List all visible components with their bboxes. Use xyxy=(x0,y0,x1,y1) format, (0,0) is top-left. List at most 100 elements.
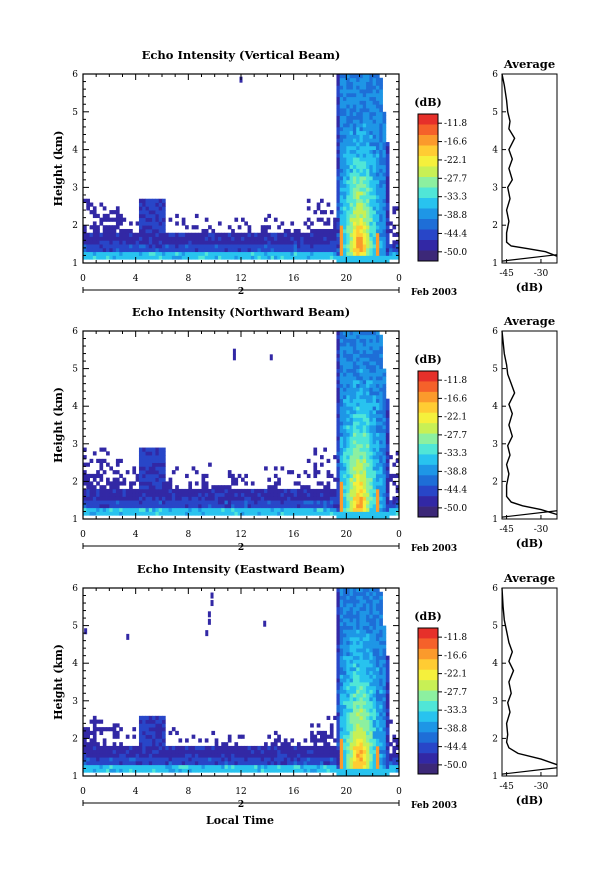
heatmap-cell xyxy=(162,727,166,732)
heatmap-cell xyxy=(221,247,225,253)
heatmap-cell xyxy=(171,488,176,494)
heatmap-cell xyxy=(362,398,367,403)
heatmap-cell xyxy=(287,511,291,516)
heatmap-cell xyxy=(106,753,110,758)
heatmap-cell xyxy=(362,614,367,619)
heatmap-cell xyxy=(382,383,387,388)
heatmap-cell xyxy=(359,259,364,264)
heatmap-cell xyxy=(313,500,318,505)
heatmap-cell xyxy=(323,210,327,215)
heatmap-cell xyxy=(379,157,383,162)
heatmap-cell xyxy=(356,421,360,426)
heatmap-cell xyxy=(96,247,100,253)
heatmap-cell xyxy=(385,164,390,169)
heatmap-cell xyxy=(185,749,189,754)
heatmap-cell xyxy=(194,760,199,766)
heatmap-cell xyxy=(135,473,140,479)
heatmap-cell xyxy=(145,760,150,766)
heatmap-cell xyxy=(165,764,169,769)
heatmap-cell xyxy=(382,115,387,120)
heatmap-cell xyxy=(300,255,304,260)
heatmap-cell xyxy=(185,488,189,494)
heatmap-cell xyxy=(366,164,370,169)
heatmap-cell xyxy=(339,119,344,124)
heatmap-cell xyxy=(106,507,110,512)
heatmap-cell xyxy=(346,507,351,512)
heatmap-cell xyxy=(320,240,324,245)
heatmap-cell xyxy=(191,768,196,773)
heatmap-cell xyxy=(99,247,104,253)
heatmap-cell xyxy=(135,244,140,249)
heatmap-cell xyxy=(217,244,222,249)
heatmap-cell xyxy=(323,734,327,739)
heatmap-cell xyxy=(369,655,374,660)
heatmap-cell xyxy=(339,338,344,343)
heatmap-cell xyxy=(234,236,239,241)
heatmap-cell xyxy=(362,588,367,593)
heatmap-cell xyxy=(356,443,360,448)
heatmap-cell xyxy=(115,749,120,754)
heatmap-cell xyxy=(375,745,380,751)
heatmap-cell xyxy=(352,115,357,120)
heatmap-cell xyxy=(320,462,324,467)
heatmap-cell xyxy=(359,633,364,638)
heatmap-cell xyxy=(356,636,360,642)
heatmap-cell xyxy=(379,409,383,415)
heatmap-cell xyxy=(356,723,360,728)
heatmap-cell xyxy=(372,719,377,724)
heatmap-cell xyxy=(283,753,288,758)
heatmap-cell xyxy=(155,727,160,732)
heatmap-cell xyxy=(191,734,196,739)
heatmap-cell xyxy=(148,451,153,456)
heatmap-cell xyxy=(175,749,179,754)
heatmap-cell xyxy=(349,436,354,441)
heatmap-cell xyxy=(346,160,351,166)
heatmap-cell xyxy=(221,236,225,241)
heatmap-cell xyxy=(168,217,173,222)
heatmap-cell xyxy=(369,225,374,230)
heatmap-cell xyxy=(320,488,324,494)
heatmap-cell xyxy=(369,179,374,185)
heatmap-cell xyxy=(339,176,344,181)
heatmap-cell xyxy=(349,603,354,608)
heatmap-cell xyxy=(152,723,156,728)
heatmap-cell xyxy=(362,712,367,717)
heatmap-cell xyxy=(343,678,347,683)
heatmap-cell xyxy=(336,682,341,687)
heatmap-cell xyxy=(339,179,344,185)
heatmap-cell xyxy=(188,240,193,245)
heatmap-cell xyxy=(366,259,370,264)
heatmap-cell xyxy=(362,81,367,86)
heatmap-cell xyxy=(273,738,278,743)
heatmap-cell xyxy=(379,700,383,705)
heatmap-cell xyxy=(270,507,275,512)
heatmap-cell xyxy=(379,383,383,388)
heatmap-cell xyxy=(303,500,308,505)
heatmap-cell xyxy=(135,500,140,505)
heatmap-cell xyxy=(366,187,370,192)
heatmap-cell xyxy=(359,606,364,611)
heatmap-cell xyxy=(260,764,265,769)
heatmap-cell xyxy=(336,77,341,82)
heatmap-cell xyxy=(99,760,104,766)
heatmap-cell xyxy=(385,236,390,241)
heatmap-cell xyxy=(382,734,387,739)
heatmap-cell xyxy=(122,244,127,249)
heatmap-cell xyxy=(362,331,367,336)
heatmap-cell xyxy=(382,451,387,456)
heatmap-cell xyxy=(106,503,110,509)
heatmap-cell xyxy=(362,757,367,762)
heatmap-cell xyxy=(237,240,242,245)
heatmap-cell xyxy=(323,485,327,490)
heatmap-cell xyxy=(106,511,110,516)
heatmap-cell xyxy=(366,451,370,456)
heatmap-cell xyxy=(346,640,351,645)
heatmap-cell xyxy=(349,492,354,497)
heatmap-cell xyxy=(349,648,354,653)
heatmap-cell xyxy=(198,507,202,512)
heatmap-cell xyxy=(158,753,163,758)
heatmap-cell xyxy=(356,394,360,400)
heatmap-cell xyxy=(382,145,387,150)
heatmap-cell xyxy=(339,659,344,664)
heatmap-cell xyxy=(379,338,383,343)
